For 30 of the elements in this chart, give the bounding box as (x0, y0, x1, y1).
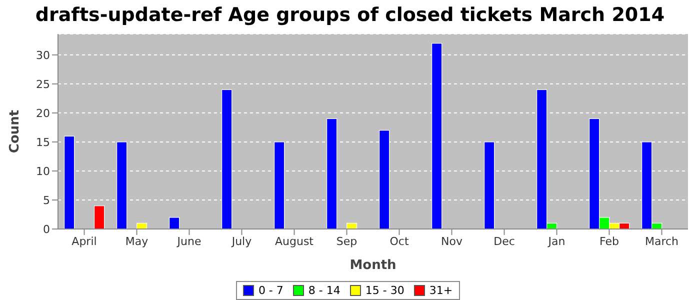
bar (169, 217, 180, 229)
legend-label: 0 - 7 (257, 284, 284, 297)
x-tick-label: Dec (494, 234, 515, 248)
x-tick-label: April (72, 234, 97, 248)
y-tick-label: 10 (36, 164, 50, 178)
x-tick-label: Sep (336, 234, 358, 248)
x-tick-label: May (125, 234, 149, 248)
y-tick-label: 15 (36, 136, 50, 149)
x-axis-title: Month (350, 258, 396, 273)
x-tick-label: June (176, 234, 202, 248)
x-tick-label: August (275, 234, 314, 248)
y-axis-title: Count (8, 110, 23, 154)
legend-label: 15 - 30 (364, 284, 404, 297)
bar (136, 222, 148, 229)
bar (94, 205, 105, 229)
x-tick-label: Feb (600, 234, 619, 248)
x-tick-label: Jan (547, 234, 566, 248)
y-tick-label: 20 (36, 106, 50, 120)
x-tick-label: Oct (390, 234, 410, 248)
x-tick-label: March (644, 234, 679, 248)
y-tick-label: 0 (43, 222, 50, 236)
x-tick-label: July (230, 234, 252, 248)
y-tick-label: 5 (43, 194, 50, 207)
chart-title: drafts-update-ref Age groups of closed tickets March 2014 (34, 3, 666, 28)
y-tick-label: 30 (36, 48, 50, 62)
y-tick-label: 25 (36, 78, 50, 91)
x-tick-label: Nov (441, 234, 463, 248)
legend-label: 8 - 14 (307, 284, 340, 297)
bar (346, 222, 358, 229)
legend-label: 31+ (428, 284, 453, 297)
